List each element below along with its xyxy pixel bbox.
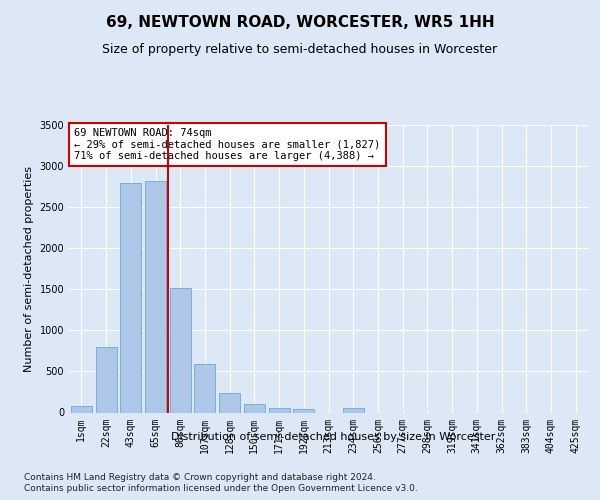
Text: Contains HM Land Registry data © Crown copyright and database right 2024.: Contains HM Land Registry data © Crown c… (24, 472, 376, 482)
Text: Distribution of semi-detached houses by size in Worcester: Distribution of semi-detached houses by … (171, 432, 495, 442)
Bar (71, 406, 92, 412)
Bar (120, 182, 141, 412)
Bar (269, 408, 290, 412)
Bar (219, 393, 240, 412)
Text: 69, NEWTOWN ROAD, WORCESTER, WR5 1HH: 69, NEWTOWN ROAD, WORCESTER, WR5 1HH (106, 15, 494, 30)
Y-axis label: Number of semi-detached properties: Number of semi-detached properties (24, 166, 34, 372)
Bar (293, 409, 314, 412)
Bar (343, 408, 364, 412)
Bar (170, 288, 191, 412)
Text: Contains public sector information licensed under the Open Government Licence v3: Contains public sector information licen… (24, 484, 418, 493)
Bar (194, 364, 215, 412)
Bar (95, 347, 116, 412)
Text: 69 NEWTOWN ROAD: 74sqm
← 29% of semi-detached houses are smaller (1,827)
71% of : 69 NEWTOWN ROAD: 74sqm ← 29% of semi-det… (74, 128, 380, 161)
Bar (145, 181, 166, 412)
Bar (244, 404, 265, 412)
Text: Size of property relative to semi-detached houses in Worcester: Size of property relative to semi-detach… (103, 42, 497, 56)
